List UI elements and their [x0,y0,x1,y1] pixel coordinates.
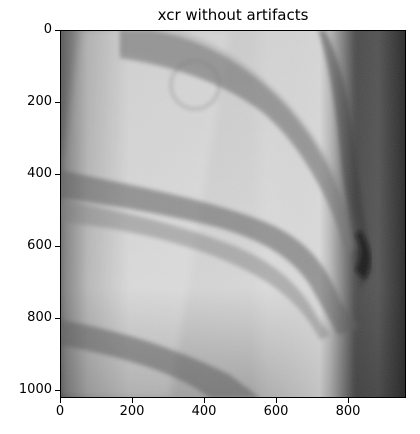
x-tick-label-200: 200 [119,404,145,419]
x-tick-200 [132,398,133,403]
y-tick-400 [55,174,60,175]
x-tick-label-600: 600 [263,404,289,419]
y-tick-label-400: 400 [27,166,52,181]
xray-image-svg [60,30,406,398]
y-tick-1000 [55,390,60,391]
xray-image [60,30,406,398]
y-tick-600 [55,246,60,247]
plot-title: xcr without artifacts [157,6,309,24]
x-tick-label-0: 0 [55,404,65,419]
y-tick-label-0: 0 [43,22,52,37]
y-tick-label-800: 800 [27,310,52,325]
y-tick-0 [55,30,60,31]
y-tick-800 [55,318,60,319]
x-tick-600 [276,398,277,403]
x-tick-400 [204,398,205,403]
y-tick-label-1000: 1000 [18,382,52,397]
x-tick-label-800: 800 [335,404,361,419]
y-tick-label-200: 200 [27,94,52,109]
x-tick-label-400: 400 [191,404,217,419]
y-tick-label-600: 600 [27,238,52,253]
y-tick-200 [55,102,60,103]
x-tick-800 [348,398,349,403]
x-tick-0 [60,398,61,403]
